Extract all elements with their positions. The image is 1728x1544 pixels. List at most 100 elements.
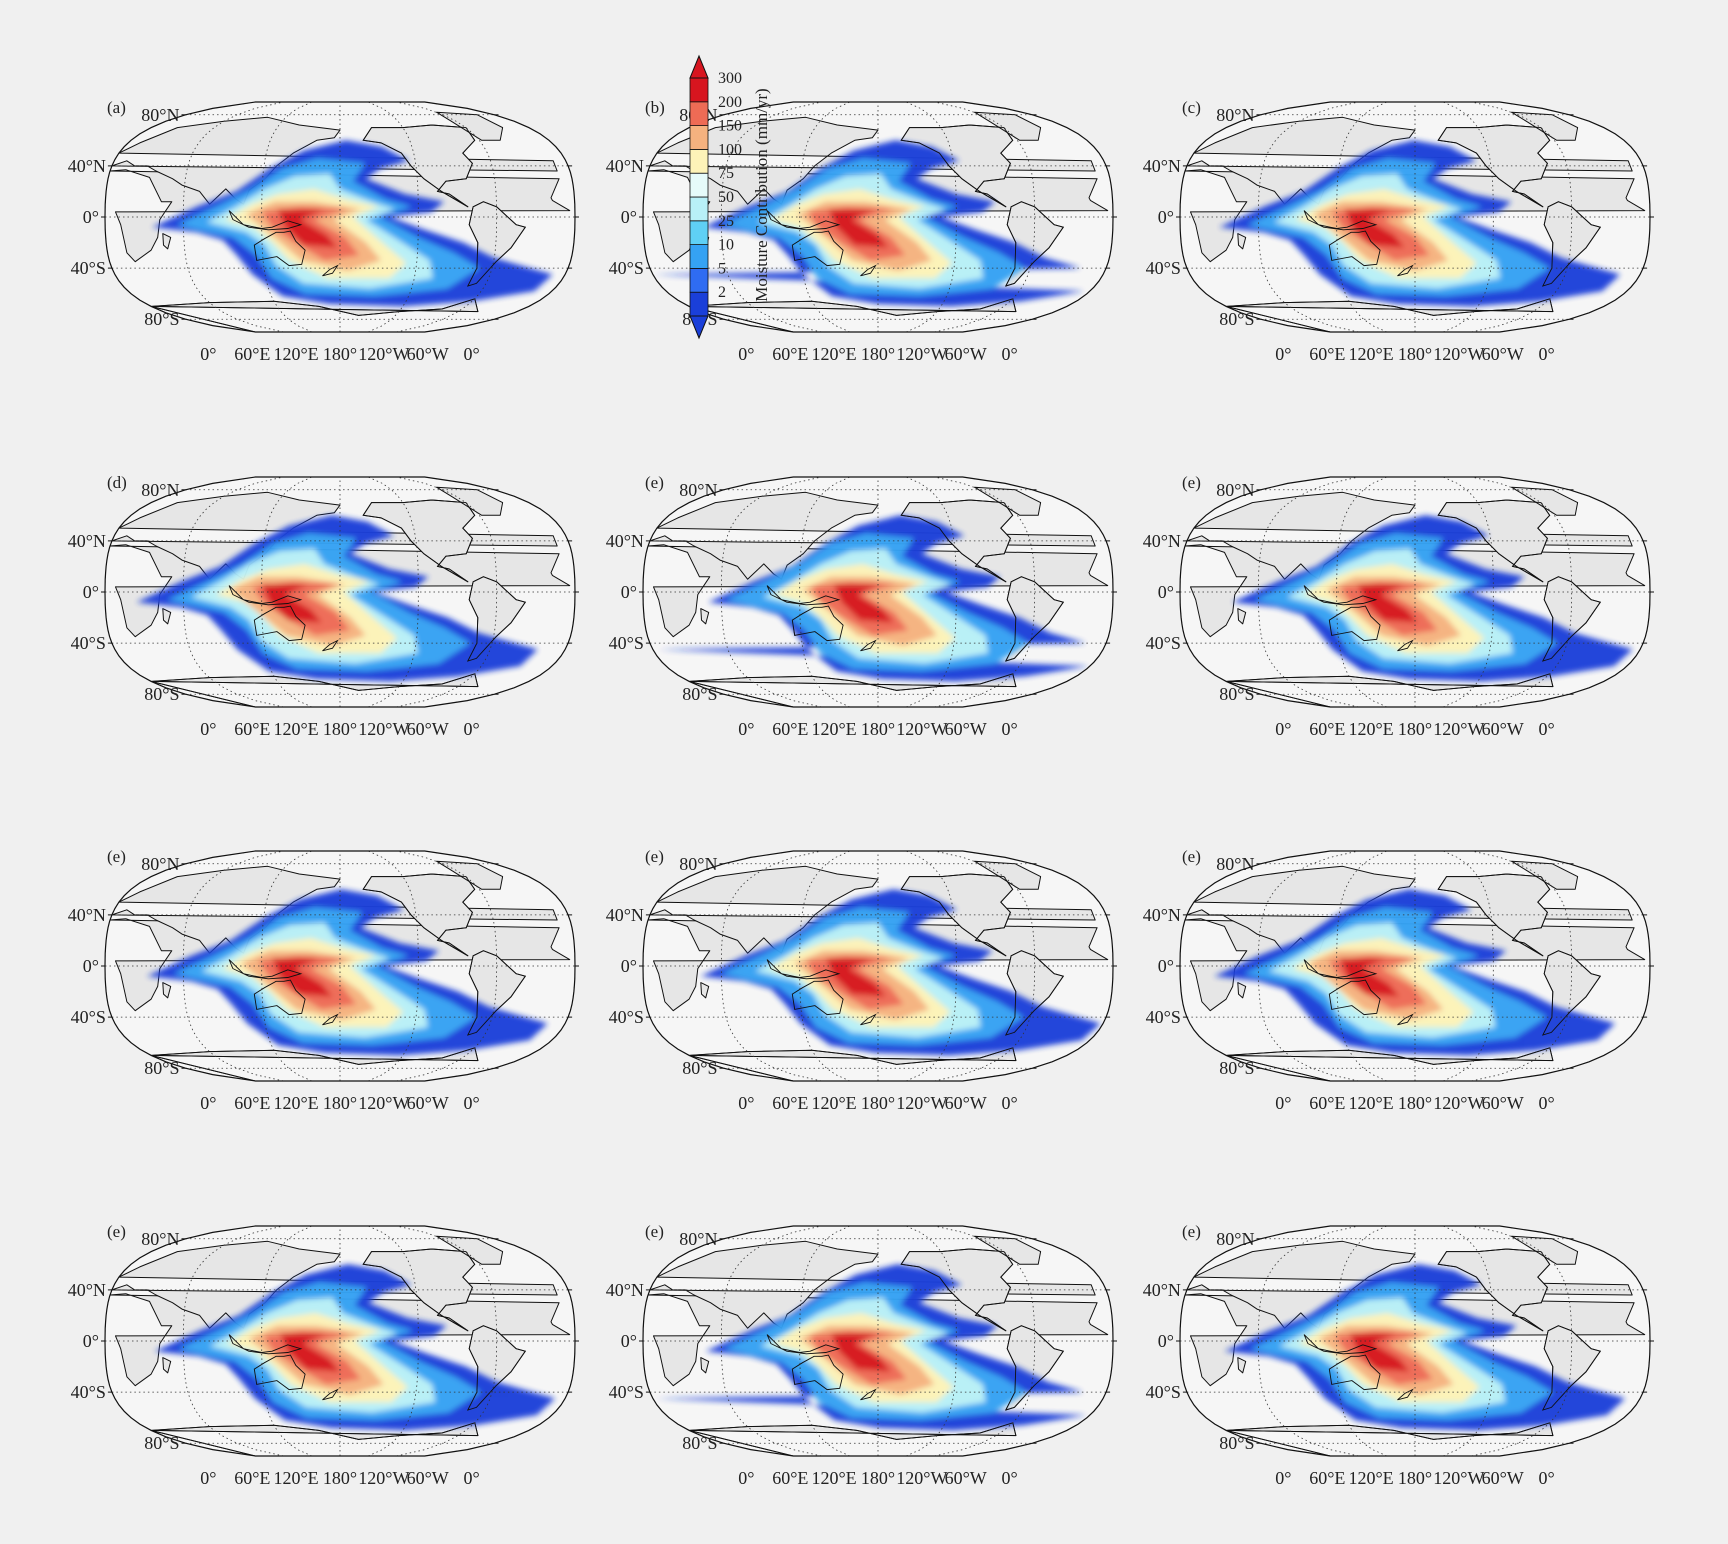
- map-frame: [642, 101, 1114, 333]
- panel-label: (e): [645, 473, 664, 492]
- map-frame: [1179, 101, 1651, 333]
- lon-tick-label: 60°W: [945, 719, 987, 739]
- meridian-line: [1443, 851, 1494, 1081]
- lat-tick-label: 0°: [83, 582, 99, 602]
- land-madagascar: [1237, 608, 1247, 625]
- lon-tick-label: 120°E: [1348, 1093, 1393, 1113]
- lon-tick-label: 0°: [1275, 1093, 1291, 1113]
- lon-tick-label: 0°: [1001, 719, 1017, 739]
- land-madagascar: [162, 1357, 172, 1374]
- coastline: [1303, 959, 1378, 980]
- moisture-field: [1224, 1264, 1626, 1431]
- lat-tick-label: 80°N: [679, 480, 717, 500]
- panel-label: (e): [645, 847, 664, 866]
- coastline: [228, 210, 303, 231]
- lat-tick-label: 80°S: [682, 1058, 717, 1078]
- lon-tick-label: 180°: [861, 1468, 895, 1488]
- coastline: [791, 979, 844, 1016]
- map-frame: [104, 476, 576, 708]
- coastline: [791, 230, 844, 267]
- coastline: [253, 230, 306, 267]
- coastline: [1303, 1334, 1378, 1355]
- meridian-line: [1336, 477, 1387, 707]
- moisture-contour: [1339, 958, 1400, 997]
- lon-tick-label: 60°E: [234, 344, 270, 364]
- lon-tick-label: 0°: [1001, 1468, 1017, 1488]
- panel-label: (b): [645, 98, 665, 117]
- coastline: [766, 1334, 841, 1355]
- lat-tick-label: 0°: [1158, 956, 1174, 976]
- map-frame: [642, 1225, 1114, 1457]
- meridian-line: [906, 477, 957, 707]
- coastline: [900, 499, 1014, 583]
- coastline: [860, 264, 877, 277]
- lon-tick-label: 0°: [738, 1468, 754, 1488]
- land-greenland: [974, 111, 1042, 141]
- coastline: [1226, 298, 1554, 332]
- lat-tick-label: 80°N: [1216, 480, 1254, 500]
- coastline: [151, 673, 479, 707]
- coastline: [791, 1354, 844, 1391]
- coastline: [1437, 1248, 1551, 1332]
- coastline: [466, 950, 527, 1036]
- panel-label: (e): [107, 1222, 126, 1241]
- land-greenland: [974, 486, 1042, 516]
- moisture-field: [146, 889, 548, 1056]
- lon-tick-label: 120°W: [358, 344, 409, 364]
- lon-tick-label: 0°: [738, 719, 754, 739]
- lon-tick-label: 0°: [200, 1093, 216, 1113]
- coastline: [689, 673, 1017, 707]
- land-greenland: [436, 860, 504, 890]
- map-layers: [1180, 851, 1650, 1081]
- land-greenland: [974, 860, 1042, 890]
- lon-tick-label: 120°E: [273, 1468, 318, 1488]
- coastline: [466, 1325, 527, 1411]
- moisture-field: [652, 140, 1085, 307]
- lon-tick-label: 120°E: [273, 1093, 318, 1113]
- coastline: [322, 1013, 339, 1026]
- lon-tick-label: 60°E: [1309, 1468, 1345, 1488]
- coastline: [1004, 576, 1065, 662]
- coastline: [362, 873, 476, 957]
- lon-tick-label: 180°: [323, 1093, 357, 1113]
- colorbar-level-label: 50: [718, 189, 734, 206]
- lat-tick-label: 80°N: [141, 480, 179, 500]
- coastline: [766, 210, 841, 231]
- coastline: [791, 605, 844, 642]
- moisture-field: [657, 515, 1089, 682]
- coastline: [1226, 1047, 1554, 1081]
- colorbar-box: [689, 196, 709, 222]
- land-madagascar: [700, 608, 710, 625]
- lon-tick-label: 120°W: [896, 1468, 947, 1488]
- lat-tick-label: 40°S: [71, 1007, 106, 1027]
- coastline: [900, 873, 1014, 957]
- colorbar-box: [689, 125, 709, 150]
- lon-tick-label: 120°E: [811, 1093, 856, 1113]
- lon-tick-label: 180°: [1398, 344, 1432, 364]
- lon-tick-label: 120°W: [896, 719, 947, 739]
- coastline: [1541, 576, 1602, 662]
- panel-label: (e): [645, 1222, 664, 1241]
- moisture-field: [655, 1264, 1087, 1431]
- panel-label: (a): [107, 98, 126, 117]
- lon-tick-label: 60°W: [407, 1093, 449, 1113]
- lon-tick-label: 120°W: [1433, 344, 1484, 364]
- coastline: [151, 1422, 479, 1456]
- meridian-line: [799, 477, 850, 707]
- lat-tick-label: 80°S: [682, 1433, 717, 1453]
- map-layers: [1180, 102, 1650, 332]
- map-layers: [643, 102, 1113, 332]
- lon-tick-label: 0°: [1001, 344, 1017, 364]
- lat-tick-label: 0°: [621, 956, 637, 976]
- lon-tick-label: 120°W: [1433, 719, 1484, 739]
- lat-tick-label: 80°N: [141, 854, 179, 874]
- moisture-contour: [831, 1333, 891, 1372]
- lat-tick-label: 80°N: [141, 1229, 179, 1249]
- lon-tick-label: 120°E: [1348, 344, 1393, 364]
- lat-tick-label: 80°S: [144, 309, 179, 329]
- lat-tick-label: 40°N: [1143, 156, 1181, 176]
